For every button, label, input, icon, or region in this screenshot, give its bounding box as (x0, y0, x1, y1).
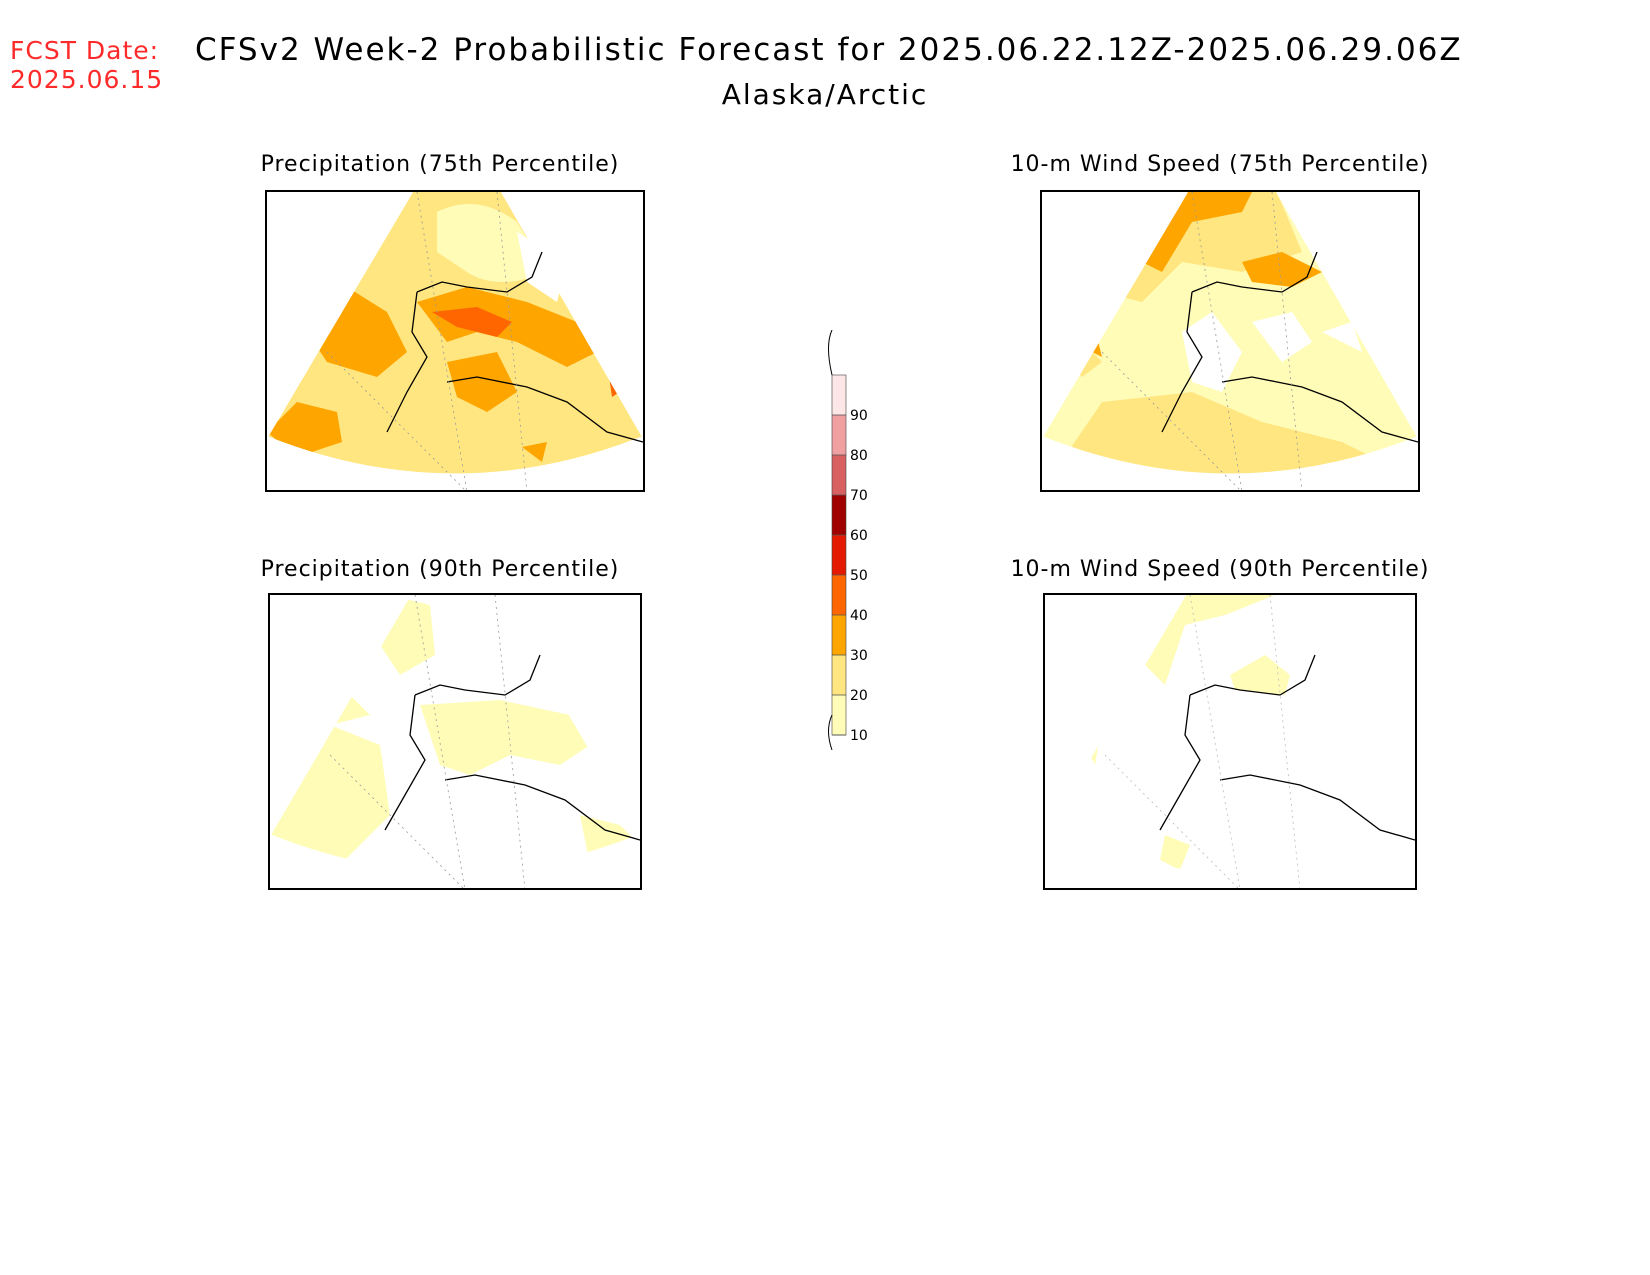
colorbar-label: 60 (850, 528, 868, 544)
colorbar-swatch (832, 615, 846, 655)
colorbar-swatches: 10 20 30 40 50 60 70 80 90 (831, 374, 868, 744)
colorbar-swatch (832, 575, 846, 615)
colorbar-label: 30 (850, 648, 868, 664)
map-wind-90 (1043, 593, 1417, 890)
colorbar-bottom-cap (828, 714, 833, 750)
region-subtitle: Alaska/Arctic (721, 78, 929, 111)
map-wind-75 (1040, 190, 1420, 492)
panel-title-wind-75: 10-m Wind Speed (75th Percentile) (1010, 152, 1430, 177)
colorbar-swatch (832, 655, 846, 695)
colorbar-label: 70 (850, 488, 868, 504)
colorbar-swatch (832, 415, 846, 455)
colorbar-swatch (832, 535, 846, 575)
map-wind-75-graphic (1042, 192, 1418, 490)
forecast-date-label: FCST Date: (10, 36, 160, 65)
panel-title-wind-90: 10-m Wind Speed (90th Percentile) (1010, 557, 1430, 582)
forecast-date-value: 2025.06.15 (10, 65, 164, 94)
colorbar-label: 20 (850, 688, 868, 704)
colorbar: 10 20 30 40 50 60 70 80 90 (828, 330, 868, 750)
colorbar-swatch (832, 695, 846, 735)
colorbar-label: 40 (850, 608, 868, 624)
colorbar-swatch (832, 455, 846, 495)
map-precip-75 (265, 190, 645, 492)
page-title: CFSv2 Week-2 Probabilistic Forecast for … (195, 32, 1463, 68)
colorbar-top-cap (828, 330, 833, 376)
map-wind-90-graphic (1045, 595, 1415, 888)
colorbar-swatch (832, 495, 846, 535)
colorbar-label: 50 (850, 568, 868, 584)
colorbar-label: 10 (850, 728, 868, 744)
colorbar-label: 90 (850, 408, 868, 424)
colorbar-frame (831, 374, 847, 736)
map-precip-75-graphic (267, 192, 643, 490)
map-precip-90 (268, 593, 642, 890)
colorbar-label: 80 (850, 448, 868, 464)
forecast-date-block: FCST Date: 2025.06.15 (10, 36, 163, 94)
map-precip-90-graphic (270, 595, 640, 888)
panel-title-precip-90: Precipitation (90th Percentile) (260, 557, 620, 582)
panel-title-precip-75: Precipitation (75th Percentile) (260, 152, 620, 177)
colorbar-swatch (832, 375, 846, 415)
